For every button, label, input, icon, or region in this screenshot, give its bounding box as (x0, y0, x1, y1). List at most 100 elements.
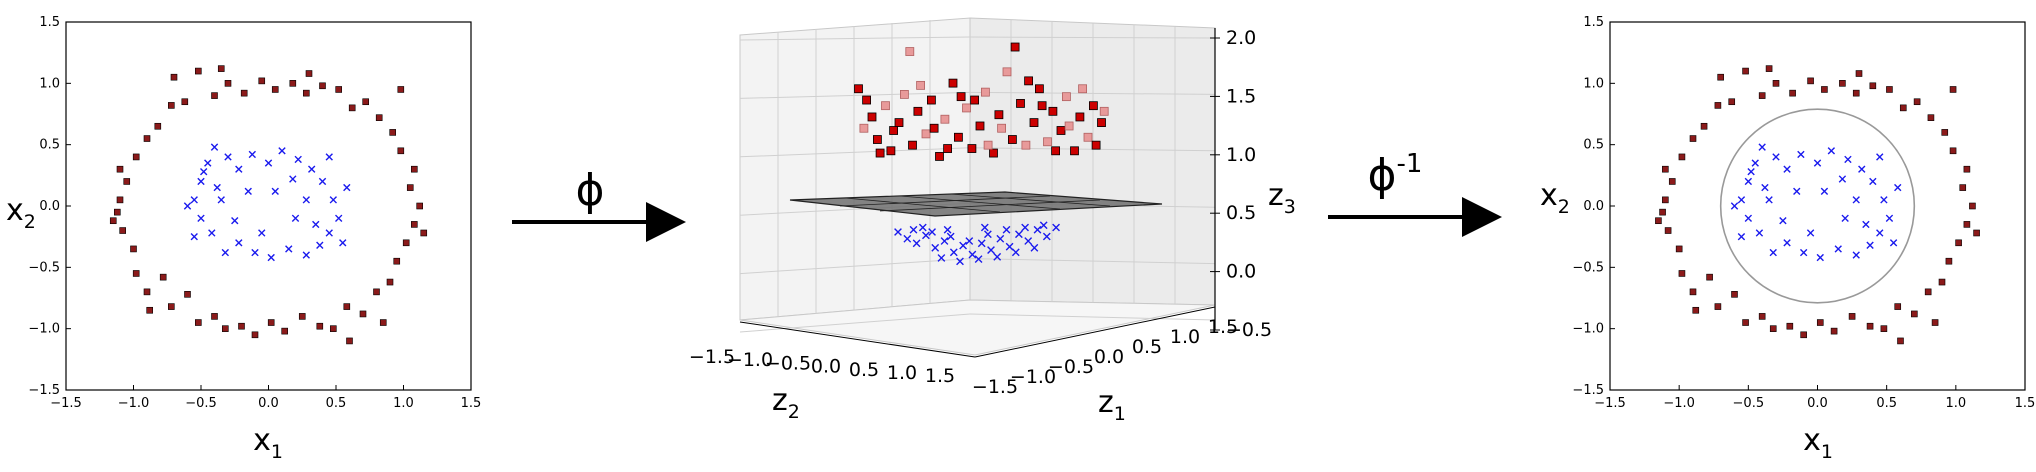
x-tick-label: −0.5 (185, 396, 217, 411)
outer-class-point (889, 126, 898, 135)
input-space-boundary-plot: −1.5 −1.0 −0.5 0.0 0.5 1.0 1.5 1.5 1.0 0.5 0.0 −0.… (1540, 15, 2035, 463)
inner-class-point (235, 165, 243, 173)
outer-class-point (1911, 310, 1918, 318)
outer-class-point (1800, 331, 1807, 339)
outer-class-point (916, 80, 925, 90)
inner-class-point (221, 248, 229, 257)
inner-class-point (258, 229, 266, 237)
inner-class-point (217, 196, 225, 204)
inner-class-point (909, 225, 918, 234)
inner-class-point (1744, 177, 1753, 186)
z1-tick-label: 1.5 (1208, 316, 1238, 338)
outer-class-point (159, 273, 167, 281)
inner-class-point (987, 246, 995, 254)
outer-class-point (1083, 132, 1093, 142)
inner-class-point (894, 228, 902, 236)
x-tick-label: 0.5 (1876, 396, 1897, 411)
outer-class-point (1969, 202, 1976, 210)
x-tick-label: 1.0 (1945, 396, 1966, 411)
outer-class-point (114, 208, 121, 216)
z1-tick-label: 0.5 (1132, 336, 1162, 358)
z1-tick-label: 1.0 (1170, 326, 1200, 348)
inner-class-point (329, 196, 337, 204)
outer-class-point (1010, 42, 1020, 52)
y-tick-label: 1.5 (1583, 15, 1604, 30)
input-space-plot: −1.5 −1.0 −0.5 0.0 0.5 1.0 1.5 1.5 1.0 0.5 0.0 −0.… (6, 15, 481, 463)
inner-class-point (1894, 183, 1902, 192)
z1-tick-label: −1.5 (972, 376, 1018, 398)
x-tick-label: 1.5 (461, 396, 482, 411)
outer-class-point (410, 165, 418, 173)
phi-inverse-label: ϕ-1 (1368, 149, 1423, 201)
z2-tick-label: −0.5 (765, 352, 811, 374)
inner-class-point (197, 214, 205, 222)
outer-class-point (1655, 217, 1662, 225)
z1-tick-labels: −1.5−1.0−0.5 0.0 0.5 1.0 1.5 (972, 306, 1238, 398)
inner-class-point (204, 159, 212, 167)
inner-class-point (1024, 237, 1033, 245)
z3-tick-label: 1.5 (1226, 85, 1256, 107)
inner-class-point (1866, 241, 1874, 249)
y-tick-label: 0.0 (39, 199, 60, 214)
outer-class-point (359, 310, 367, 318)
outer-class-point (329, 325, 337, 332)
outer-class-point (1963, 221, 1971, 228)
outer-class-point (1758, 313, 1766, 320)
inner-class-point (1799, 248, 1808, 257)
outer-class-point (146, 306, 153, 314)
scatter-points (1655, 65, 1980, 345)
outer-class-point (130, 245, 137, 253)
outer-class-point (375, 114, 383, 121)
outer-class-point (1772, 80, 1780, 87)
outer-class-point (1717, 73, 1724, 81)
inner-class-point (294, 155, 302, 164)
inner-class-point (1820, 187, 1829, 195)
inner-class-point (1876, 153, 1884, 161)
outer-class-point (379, 319, 387, 326)
z1-tick-label: 0.0 (1094, 346, 1124, 368)
inner-class-point (1761, 183, 1769, 192)
outer-class-point (1945, 257, 1953, 265)
outer-class-point (1043, 137, 1052, 147)
inner-class-point (343, 183, 351, 192)
inner-class-point (1005, 242, 1014, 251)
outer-class-point (397, 147, 405, 155)
outer-class-point (975, 121, 985, 131)
outer-class-point (1765, 65, 1773, 72)
inner-class-point (208, 229, 216, 237)
outer-class-point (913, 106, 923, 116)
outer-class-point (1869, 82, 1877, 90)
inner-class-point (903, 234, 912, 243)
outer-class-point (1886, 86, 1893, 93)
inner-class-point (959, 241, 967, 250)
outer-class-point (393, 257, 401, 265)
outer-class-point (281, 327, 289, 335)
inner-class-point (1862, 220, 1870, 229)
outer-class-point (1692, 306, 1700, 314)
forward-mapping-arrow: ϕ (512, 165, 686, 242)
outer-class-point (1029, 118, 1039, 127)
decision-boundary-circle (1719, 108, 1916, 304)
outer-class-point (900, 90, 909, 99)
outer-class-point (258, 77, 266, 85)
inner-class-point (977, 239, 986, 248)
inner-class-point (940, 237, 949, 245)
outer-class-point (935, 152, 944, 161)
x-tick-label: −1.5 (50, 396, 82, 411)
outer-class-point (1913, 98, 1921, 106)
outer-class-point (1075, 112, 1085, 122)
y-tick-label: 1.0 (39, 76, 60, 91)
y-tick-label: −0.5 (28, 260, 60, 275)
inner-class-point (325, 229, 333, 237)
inner-class-point (200, 167, 208, 176)
z1-axis-line (974, 306, 1216, 358)
inner-class-point (210, 143, 219, 151)
inner-class-point (1033, 225, 1042, 234)
outer-class-point (894, 118, 904, 127)
outer-class-point (927, 95, 936, 105)
z2-tick-label: −1.0 (727, 349, 773, 371)
wall-gridline (739, 313, 971, 333)
inner-class-point (231, 217, 239, 225)
inner-class-point (1755, 229, 1764, 237)
